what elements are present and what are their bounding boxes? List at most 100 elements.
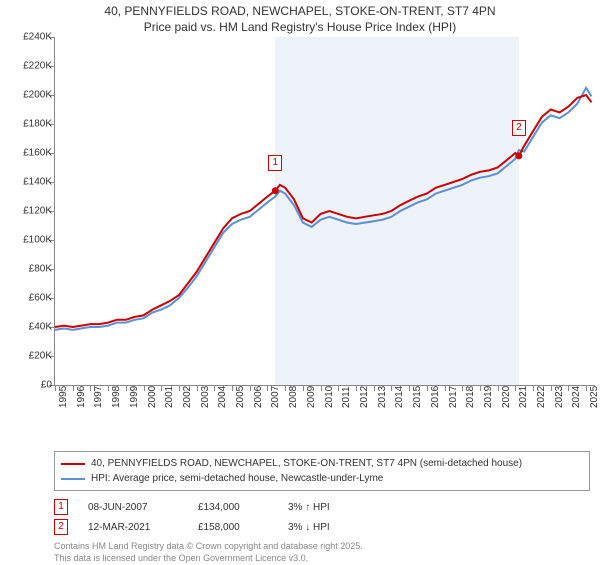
- x-axis-label: 2005: [235, 386, 246, 408]
- x-tick: [179, 385, 180, 391]
- sales-table: 1 08-JUN-2007 £134,000 3% ↑ HPI 2 12-MAR…: [54, 497, 590, 537]
- x-tick: [144, 385, 145, 391]
- y-axis-label: £200K: [10, 90, 52, 101]
- chart-area: 1995199619971998199920002001200220032004…: [30, 37, 600, 417]
- y-axis-label: £0: [10, 380, 52, 391]
- sale-point: [515, 153, 522, 160]
- x-tick: [161, 385, 162, 391]
- title-line-2: Price paid vs. HM Land Registry's House …: [0, 20, 600, 36]
- plot-area: 1995199619971998199920002001200220032004…: [54, 37, 595, 386]
- x-axis-label: 2023: [554, 386, 565, 408]
- x-tick: [551, 385, 552, 391]
- x-tick: [515, 385, 516, 391]
- y-axis-label: £20K: [10, 351, 52, 362]
- y-axis-label: £40K: [10, 322, 52, 333]
- sale-date: 08-JUN-2007: [88, 502, 178, 513]
- legend-item: HPI: Average price, semi-detached house,…: [61, 471, 583, 486]
- x-axis-label: 1999: [129, 386, 140, 408]
- footer-attribution: Contains HM Land Registry data © Crown c…: [54, 541, 590, 564]
- x-tick: [285, 385, 286, 391]
- x-axis-label: 1998: [111, 386, 122, 408]
- x-axis-label: 2015: [412, 386, 423, 408]
- x-tick: [267, 385, 268, 391]
- legend: 40, PENNYFIELDS ROAD, NEWCHAPEL, STOKE-O…: [54, 451, 590, 491]
- x-axis-label: 2006: [253, 386, 264, 408]
- x-tick: [338, 385, 339, 391]
- sale-row: 1 08-JUN-2007 £134,000 3% ↑ HPI: [54, 497, 590, 517]
- footer-line-1: Contains HM Land Registry data © Crown c…: [54, 541, 590, 553]
- x-axis-label: 2022: [536, 386, 547, 408]
- y-axis-label: £180K: [10, 119, 52, 130]
- sale-hpi: 3% ↑ HPI: [288, 502, 368, 513]
- x-tick: [568, 385, 569, 391]
- x-tick: [586, 385, 587, 391]
- x-tick: [90, 385, 91, 391]
- x-axis-label: 2004: [217, 386, 228, 408]
- x-tick: [108, 385, 109, 391]
- x-tick: [498, 385, 499, 391]
- y-axis-label: £240K: [10, 32, 52, 43]
- x-tick: [250, 385, 251, 391]
- x-axis-label: 1996: [76, 386, 87, 408]
- x-axis-label: 2018: [465, 386, 476, 408]
- x-tick: [73, 385, 74, 391]
- sale-row: 2 12-MAR-2021 £158,000 3% ↓ HPI: [54, 517, 590, 537]
- x-axis-label: 2024: [571, 386, 582, 408]
- chart-title-block: 40, PENNYFIELDS ROAD, NEWCHAPEL, STOKE-O…: [0, 0, 600, 37]
- x-axis-label: 2011: [341, 387, 352, 409]
- sale-marker-box: 1: [268, 155, 282, 171]
- x-axis-label: 2003: [200, 386, 211, 408]
- x-axis-label: 2025: [589, 386, 600, 408]
- sale-marker-box: 2: [512, 120, 526, 136]
- x-tick: [126, 385, 127, 391]
- sale-marker-icon: 1: [54, 499, 68, 515]
- x-tick: [427, 385, 428, 391]
- y-axis-label: £120K: [10, 206, 52, 217]
- x-tick: [214, 385, 215, 391]
- legend-label: 40, PENNYFIELDS ROAD, NEWCHAPEL, STOKE-O…: [91, 456, 522, 471]
- x-axis-label: 2019: [483, 386, 494, 408]
- x-tick: [197, 385, 198, 391]
- title-line-1: 40, PENNYFIELDS ROAD, NEWCHAPEL, STOKE-O…: [0, 4, 600, 20]
- x-tick: [303, 385, 304, 391]
- x-axis-label: 2013: [377, 386, 388, 408]
- x-axis-label: 2008: [288, 386, 299, 408]
- x-axis-label: 2009: [306, 386, 317, 408]
- x-tick: [391, 385, 392, 391]
- x-tick: [533, 385, 534, 391]
- x-axis-label: 2002: [182, 386, 193, 408]
- x-tick: [232, 385, 233, 391]
- x-tick: [374, 385, 375, 391]
- x-axis-label: 2007: [270, 386, 281, 408]
- x-axis-label: 1997: [93, 386, 104, 408]
- sale-point: [272, 187, 279, 194]
- x-tick: [445, 385, 446, 391]
- sale-marker-icon: 2: [54, 519, 68, 535]
- legend-swatch: [61, 463, 85, 465]
- y-axis-label: £220K: [10, 61, 52, 72]
- legend-item: 40, PENNYFIELDS ROAD, NEWCHAPEL, STOKE-O…: [61, 456, 583, 471]
- sale-date: 12-MAR-2021: [88, 522, 178, 533]
- x-axis-label: 2001: [164, 386, 175, 408]
- x-axis-label: 2012: [359, 386, 370, 408]
- x-axis-label: 2016: [430, 386, 441, 408]
- x-tick: [480, 385, 481, 391]
- x-axis-label: 2021: [518, 386, 529, 408]
- x-axis-label: 2000: [147, 386, 158, 408]
- y-axis-label: £140K: [10, 177, 52, 188]
- x-tick: [409, 385, 410, 391]
- x-axis-label: 2017: [448, 386, 459, 408]
- y-axis-label: £80K: [10, 264, 52, 275]
- line-series-svg: [55, 37, 595, 385]
- x-tick: [55, 385, 56, 391]
- x-axis-label: 2010: [324, 386, 335, 408]
- x-tick: [356, 385, 357, 391]
- y-axis-label: £160K: [10, 148, 52, 159]
- x-axis-label: 2014: [394, 386, 405, 408]
- x-tick: [321, 385, 322, 391]
- footer-line-2: This data is licensed under the Open Gov…: [54, 553, 590, 565]
- y-axis-label: £60K: [10, 293, 52, 304]
- sale-price: £158,000: [198, 522, 268, 533]
- sale-hpi: 3% ↓ HPI: [288, 522, 368, 533]
- legend-label: HPI: Average price, semi-detached house,…: [91, 471, 383, 486]
